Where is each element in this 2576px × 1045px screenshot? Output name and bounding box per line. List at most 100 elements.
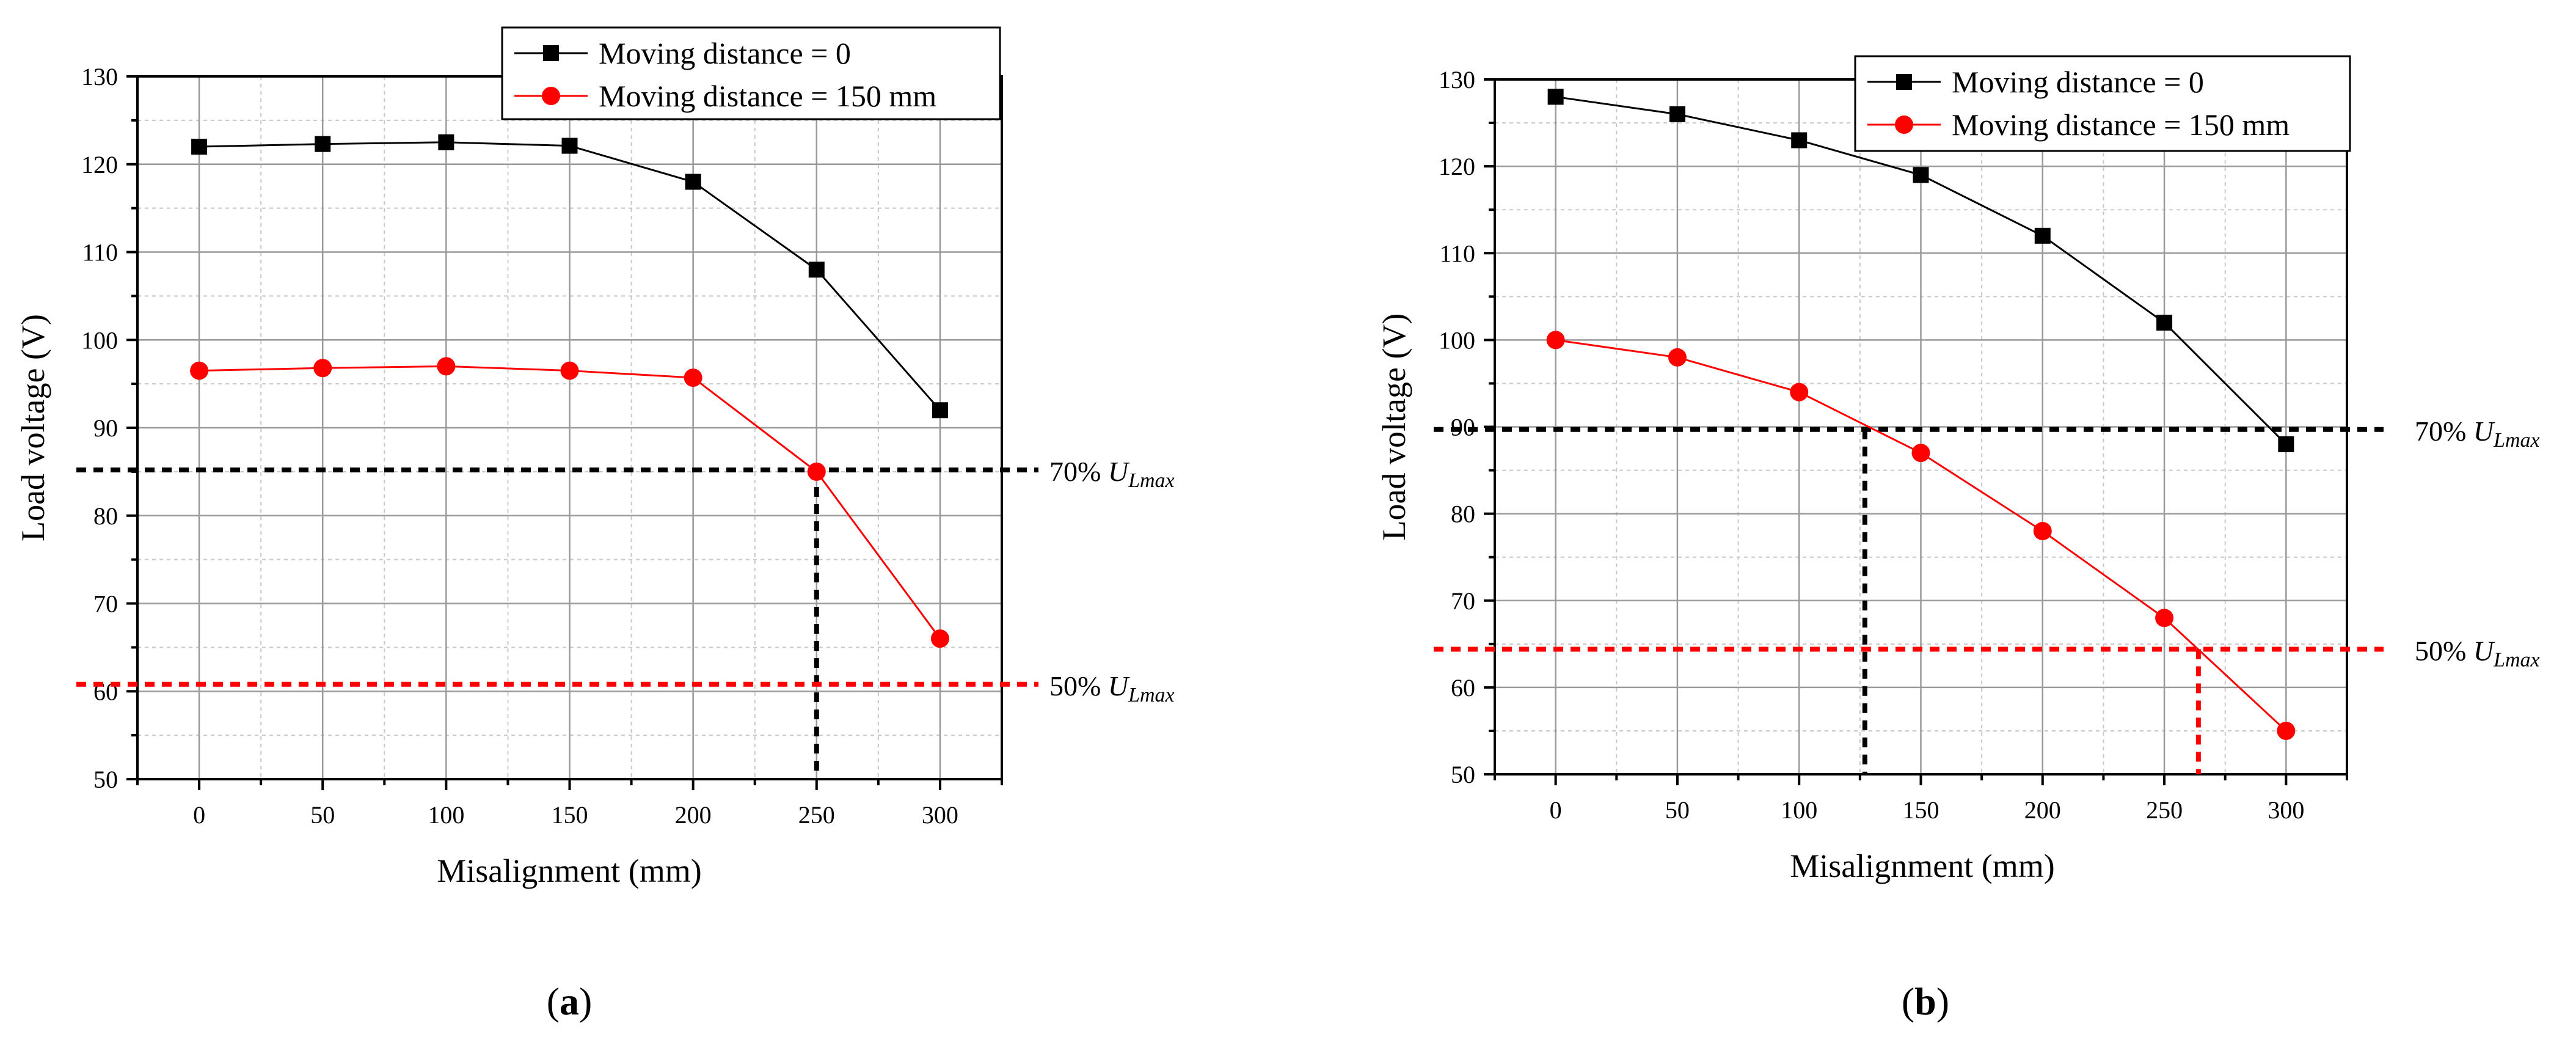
ticks — [1484, 78, 2348, 785]
data-point-circle — [2277, 721, 2296, 740]
data-point-square — [932, 402, 948, 419]
y-tick-label: 70 — [93, 590, 118, 618]
threshold-label-var: U — [1108, 670, 1130, 702]
y-tick-label: 100 — [1439, 326, 1475, 354]
panel-label-open: ( — [547, 980, 560, 1023]
data-point-circle — [560, 361, 579, 380]
x-tick-label: 300 — [2268, 796, 2304, 824]
y-tick-label: 130 — [81, 63, 118, 90]
threshold-label-percent: 50% — [2415, 635, 2473, 666]
legend-box — [501, 26, 1001, 120]
x-tick-label: 150 — [552, 801, 588, 829]
series-moving-150 — [1546, 331, 2296, 740]
legend-label: Moving distance = 150 mm — [1952, 108, 2290, 142]
data-point-square — [315, 136, 331, 152]
y-tick-label: 130 — [1439, 66, 1475, 94]
threshold-label-sub: Lmax — [2493, 648, 2540, 671]
panel-label-close: ) — [579, 980, 592, 1023]
y-axis-label: Load voltage (V) — [1376, 314, 1412, 541]
y-tick-label: 120 — [81, 151, 118, 178]
minor-grid — [137, 76, 1002, 779]
ticks — [126, 75, 1003, 790]
y-tick-label: 80 — [1451, 501, 1475, 528]
panel-label-open: ( — [1902, 980, 1914, 1023]
threshold-label-sub: Lmax — [1128, 684, 1175, 706]
x-tick-label: 50 — [1665, 796, 1690, 824]
data-point-circle — [313, 359, 332, 378]
data-point-circle — [1546, 331, 1565, 350]
threshold-label: 50% ULmax — [2415, 635, 2540, 671]
data-point-square — [2034, 227, 2051, 244]
y-tick-label: 70 — [1451, 587, 1475, 615]
x-axis-label: Misalignment (mm) — [437, 853, 701, 889]
threshold-label-var: U — [2473, 635, 2495, 666]
panel-label: (b) — [1902, 980, 1949, 1023]
data-point-circle — [1790, 383, 1809, 402]
y-tick-label: 80 — [93, 502, 118, 530]
x-tick-label: 50 — [310, 801, 335, 829]
major-grid — [1495, 79, 2347, 774]
legend-label: Moving distance = 150 mm — [599, 79, 936, 113]
legend: Moving distance = 0 Moving distance = 150… — [501, 26, 1001, 120]
x-tick-label: 100 — [1781, 796, 1817, 824]
legend-marker-circle — [1895, 116, 1913, 134]
x-tick-label: 150 — [1903, 796, 1939, 824]
y-tick-label: 60 — [1451, 674, 1475, 702]
threshold-label-percent: 70% — [1049, 456, 1108, 487]
legend-marker-circle — [542, 87, 560, 105]
data-point-square — [808, 262, 825, 278]
threshold-label-sub: Lmax — [2493, 429, 2540, 452]
threshold-label-sub: Lmax — [1128, 469, 1175, 492]
x-tick-label: 250 — [798, 801, 835, 829]
data-point-square — [1791, 132, 1808, 148]
data-point-circle — [1668, 348, 1687, 367]
threshold-label-percent: 70% — [2415, 416, 2473, 447]
legend-marker-square — [543, 45, 559, 61]
legend-box — [1854, 55, 2351, 152]
data-point-circle — [190, 361, 209, 380]
x-tick-label: 200 — [2024, 796, 2061, 824]
data-point-square — [561, 138, 578, 154]
x-tick-label: 0 — [193, 801, 205, 829]
data-point-circle — [2033, 522, 2052, 541]
x-tick-label: 100 — [428, 801, 464, 829]
major-grid — [137, 76, 1002, 779]
legend-marker-square — [1896, 74, 1912, 90]
threshold-label-var: U — [2473, 416, 2495, 447]
threshold-label-percent: 50% — [1049, 670, 1108, 702]
panel-label-letter: a — [560, 980, 579, 1023]
x-axis-label: Misalignment (mm) — [1790, 848, 2054, 884]
data-point-square — [1913, 167, 1929, 183]
data-point-square — [2156, 314, 2173, 331]
legend-label: Moving distance = 0 — [599, 36, 851, 70]
data-point-circle — [437, 357, 456, 376]
y-tick-label: 110 — [1439, 240, 1475, 267]
legend-label: Moving distance = 0 — [1952, 65, 2204, 99]
x-tick-label: 0 — [1550, 796, 1562, 824]
y-tick-label: 100 — [81, 326, 118, 354]
data-point-circle — [2155, 609, 2174, 628]
series-moving-0 — [191, 134, 948, 419]
data-point-square — [685, 174, 701, 190]
data-point-circle — [1911, 444, 1930, 463]
data-point-square — [191, 139, 208, 155]
data-point-square — [438, 134, 454, 150]
series-moving-150 — [190, 357, 949, 648]
y-tick-label: 90 — [93, 414, 118, 442]
x-tick-label: 250 — [2146, 796, 2183, 824]
threshold-label: 70% ULmax — [2415, 416, 2540, 452]
legend: Moving distance = 0 Moving distance = 150… — [1854, 55, 2351, 152]
y-tick-label: 50 — [1451, 761, 1475, 788]
y-axis-label: Load voltage (V) — [15, 314, 51, 541]
x-tick-label: 300 — [922, 801, 958, 829]
data-point-square — [1547, 89, 1564, 105]
threshold-label-var: U — [1108, 456, 1130, 487]
data-point-circle — [684, 369, 702, 387]
series-moving-0 — [1547, 89, 2294, 452]
data-point-circle — [807, 462, 826, 481]
panel-label-letter: b — [1914, 980, 1936, 1023]
